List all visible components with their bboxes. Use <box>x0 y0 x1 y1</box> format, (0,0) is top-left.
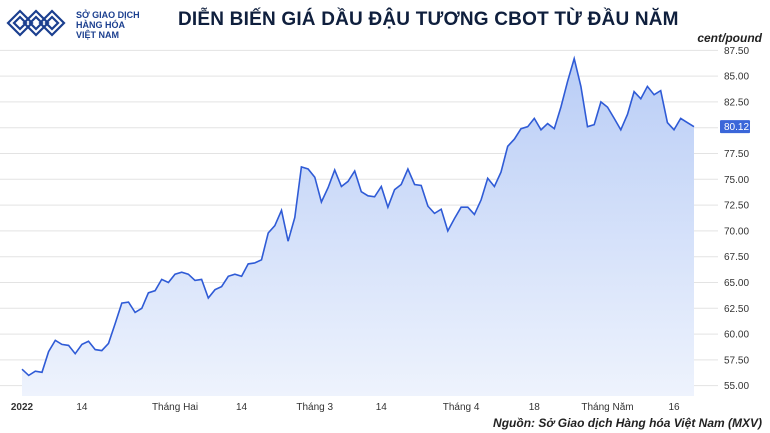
x-tick-label: 2022 <box>11 402 34 413</box>
x-tick-label: 14 <box>236 402 248 413</box>
x-tick-label: 18 <box>529 402 541 413</box>
y-axis: 55.00 57.50 60.00 62.50 65.00 67.50 70.00 72.50… <box>724 46 749 392</box>
logo-line-2: HÀNG HÓA <box>76 20 125 30</box>
last-price-label: 80.12 <box>724 122 749 133</box>
x-tick-label: 14 <box>376 402 388 413</box>
x-axis: 2022 14 Tháng Hai 14 Tháng 3 14 Tháng 4 18 Tháng… <box>11 402 680 413</box>
logo-line-1: SỞ GIAO DỊCH <box>76 10 140 20</box>
y-tick-label: 57.50 <box>724 355 749 366</box>
y-tick-label: 85.00 <box>724 72 749 83</box>
y-tick-label: 70.00 <box>724 226 749 237</box>
x-tick-label: 14 <box>76 402 88 413</box>
x-tick-label: 16 <box>668 402 680 413</box>
y-tick-label: 67.50 <box>724 252 749 263</box>
source-note: Nguồn: Sở Giao dịch Hàng hóa Việt Nam (M… <box>493 416 762 430</box>
x-tick-label: Tháng Hai <box>152 402 198 413</box>
y-tick-label: 72.50 <box>724 201 749 212</box>
last-price-badge: 80.12 <box>720 120 750 134</box>
y-tick-label: 87.50 <box>724 46 749 57</box>
chart-title: DIỄN BIẾN GIÁ DẦU ĐẬU TƯƠNG CBOT TỪ ĐẦU … <box>178 9 679 30</box>
y-tick-label: 60.00 <box>724 330 749 341</box>
price-line <box>21 55 695 377</box>
y-tick-label: 77.50 <box>724 149 749 160</box>
x-tick-label: Tháng 4 <box>443 402 480 413</box>
logo-mark-icon <box>6 9 66 37</box>
logo-line-3: VIỆT NAM <box>76 30 120 40</box>
y-tick-label: 62.50 <box>724 304 749 315</box>
y-tick-label: 75.00 <box>724 175 749 186</box>
x-tick-label: Tháng Năm <box>581 402 633 413</box>
unit-label: cent/pound <box>697 31 762 45</box>
price-area <box>22 58 694 396</box>
logo-text: SỞ GIAO DỊCH HÀNG HÓA VIỆT NAM <box>76 10 140 40</box>
y-tick-label: 55.00 <box>724 381 749 392</box>
x-tick-label: Tháng 3 <box>296 402 333 413</box>
logo <box>6 6 151 40</box>
y-tick-label: 65.00 <box>724 278 749 289</box>
last-price-badge-bg <box>720 120 750 134</box>
y-tick-label: 82.50 <box>724 97 749 108</box>
